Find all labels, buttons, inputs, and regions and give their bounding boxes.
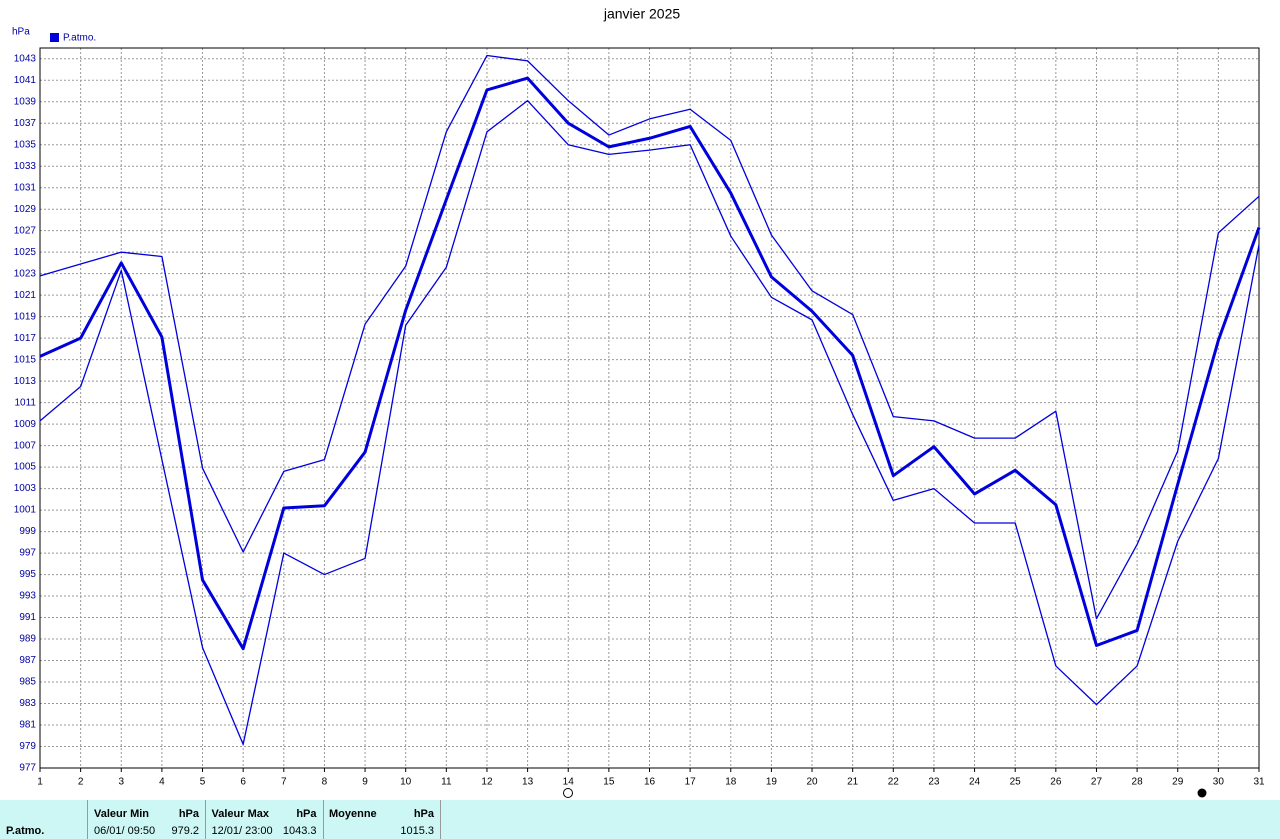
y-tick-label: 985: [19, 677, 36, 688]
x-tick-label: 10: [400, 777, 412, 788]
y-tick-label: 987: [19, 655, 36, 666]
y-tick-label: 1043: [14, 53, 37, 64]
x-tick-label: 12: [481, 777, 493, 788]
x-tick-label: 16: [644, 777, 656, 788]
x-tick-label: 15: [603, 777, 615, 788]
x-tick-label: 6: [240, 777, 246, 788]
x-tick-label: 28: [1132, 777, 1144, 788]
column-value: 979.2: [171, 825, 199, 837]
y-tick-label: 1027: [14, 225, 37, 236]
row-label-cell: P.atmo.: [0, 800, 88, 839]
column-title: Valeur Max: [211, 808, 269, 820]
y-tick-label: 1023: [14, 268, 37, 279]
x-tick-label: 11: [441, 777, 452, 788]
x-tick-label: 7: [281, 777, 287, 788]
column-value: 1015.3: [400, 825, 434, 837]
series-line: [39, 54, 1260, 620]
x-tick-label: 24: [969, 777, 981, 788]
y-tick-label: 1019: [14, 311, 37, 322]
y-tick-label: 1005: [14, 462, 37, 473]
x-tick-label: 1: [37, 777, 43, 788]
column-title: Moyenne: [329, 808, 377, 820]
column-date: 06/01/ 09:50: [94, 825, 156, 837]
y-tick-label: 1037: [14, 118, 37, 129]
x-tick-label: 5: [200, 777, 206, 788]
series-line: [39, 100, 1260, 746]
x-tick-label: 22: [888, 777, 900, 788]
series-line: [39, 76, 1261, 651]
moon-icon: [563, 788, 573, 798]
x-tick-label: 19: [766, 777, 778, 788]
y-tick-label: 1021: [14, 290, 37, 301]
moon-icon: [1197, 788, 1207, 798]
column-title: Valeur Min: [94, 808, 150, 820]
y-tick-label: 997: [19, 548, 36, 559]
y-tick-label: 1029: [14, 204, 37, 215]
y-tick-label: 1003: [14, 483, 37, 494]
x-tick-label: 4: [159, 777, 165, 788]
y-tick-label: 1007: [14, 440, 37, 451]
y-tick-label: 1011: [14, 397, 36, 408]
y-axis-label: hPa: [12, 27, 30, 38]
row-label: P.atmo.: [6, 825, 45, 837]
x-tick-label: 2: [78, 777, 84, 788]
column-date: 12/01/ 23:00: [211, 825, 273, 837]
y-tick-label: 1035: [14, 139, 37, 150]
x-tick-label: 20: [806, 777, 818, 788]
legend-label: P.atmo.: [63, 33, 96, 44]
legend-swatch: [50, 33, 59, 42]
x-tick-label: 26: [1050, 777, 1062, 788]
column-unit: hPa: [413, 808, 434, 820]
x-tick-label: 9: [362, 777, 368, 788]
x-tick-label: 13: [522, 777, 534, 788]
x-tick-label: 23: [928, 777, 940, 788]
y-tick-label: 1033: [14, 161, 37, 172]
x-tick-label: 3: [118, 777, 124, 788]
y-tick-label: 989: [19, 634, 36, 645]
y-tick-label: 1041: [14, 75, 37, 86]
x-tick-label: 30: [1213, 777, 1225, 788]
x-tick-label: 31: [1253, 777, 1265, 788]
y-tick-label: 1025: [14, 247, 37, 258]
y-tick-label: 979: [19, 741, 36, 752]
plot-frame: [39, 47, 1260, 769]
column-unit: hPa: [178, 808, 199, 820]
column-value: 1043.3: [282, 825, 317, 837]
y-tick-label: 995: [19, 569, 36, 580]
y-tick-label: 1009: [14, 419, 37, 430]
summary-cell: Valeur Max hPa 12/01/ 23:00 1043.3: [206, 800, 324, 839]
y-tick-label: 1017: [14, 333, 37, 344]
x-tick-label: 21: [847, 777, 859, 788]
y-tick-label: 981: [19, 720, 36, 731]
column-unit: hPa: [296, 808, 317, 820]
y-tick-label: 1015: [14, 354, 37, 365]
y-tick-label: 1031: [14, 182, 37, 193]
y-tick-label: 999: [19, 526, 36, 537]
x-tick-label: 29: [1172, 777, 1184, 788]
summary-cell: Moyenne hPa 1015.3: [323, 800, 441, 839]
y-tick-label: 991: [19, 612, 36, 623]
y-tick-label: 983: [19, 698, 36, 709]
y-tick-label: 977: [19, 763, 36, 774]
summary-table: P.atmo. Valeur Min hPa 06/01/ 09:50 979.2 Va…: [0, 800, 1280, 839]
y-tick-label: 1039: [14, 96, 37, 107]
x-tick-label: 14: [563, 777, 575, 788]
x-tick-label: 25: [1010, 777, 1022, 788]
y-tick-label: 993: [19, 591, 36, 602]
x-tick-label: 17: [685, 777, 697, 788]
chart-title: janvier 2025: [603, 6, 680, 22]
x-tick-label: 18: [725, 777, 737, 788]
x-tick-label: 8: [322, 777, 328, 788]
y-tick-label: 1013: [14, 376, 37, 387]
summary-cell: Valeur Min hPa 06/01/ 09:50 979.2: [88, 800, 206, 839]
y-tick-label: 1001: [14, 505, 37, 516]
x-tick-label: 27: [1091, 777, 1103, 788]
chart: janvier 2025 hPa P.atmo. 977979981983985…: [12, 6, 1265, 798]
